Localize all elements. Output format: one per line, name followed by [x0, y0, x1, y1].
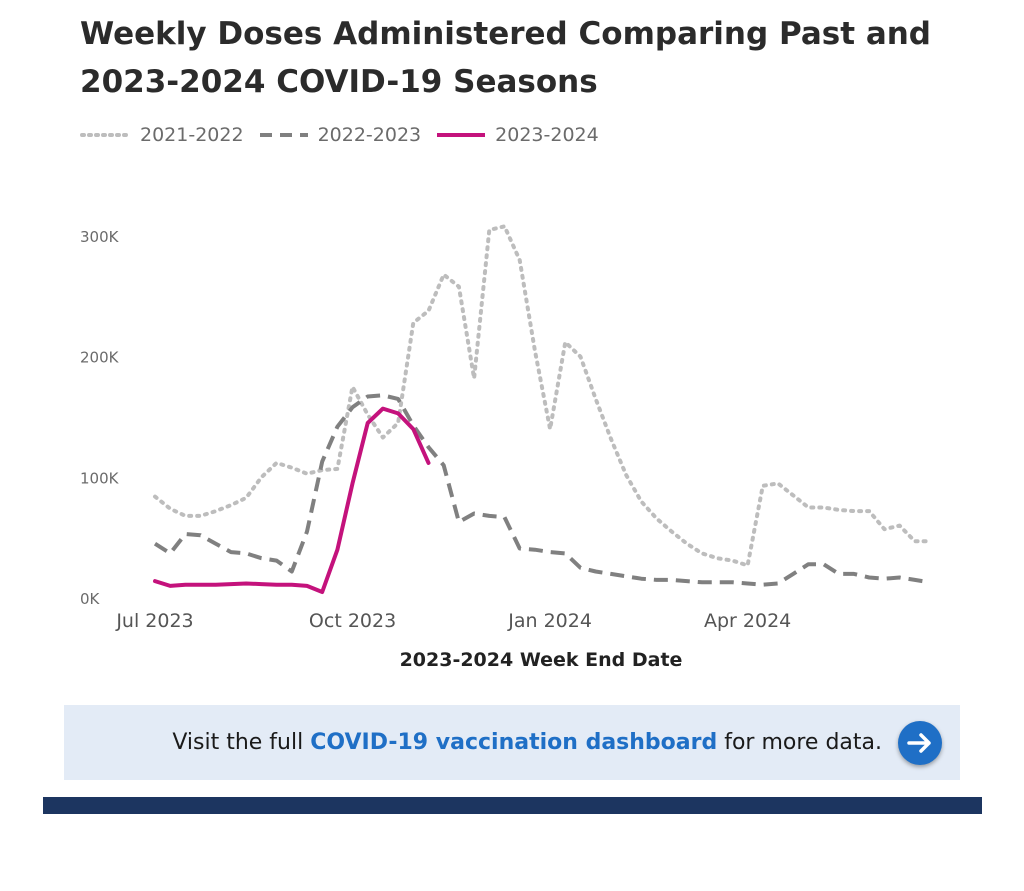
y-tick-label: 100K [80, 469, 120, 487]
legend-label-2022-2023: 2022-2023 [317, 124, 422, 146]
arrow-right-icon [907, 732, 931, 753]
dashboard-link[interactable]: COVID-19 vaccination dashboard [310, 730, 718, 755]
legend-item-2023-2024: 2023-2024 [435, 124, 599, 146]
y-tick-label: 0K [80, 590, 101, 608]
legend-item-2022-2023: 2022-2023 [258, 124, 422, 146]
y-tick-label: 200K [80, 349, 120, 367]
x-tick-label: Oct 2023 [309, 610, 396, 632]
chart-title: Weekly Doses Administered Comparing Past… [80, 16, 932, 100]
series-line-2022-2023 [153, 393, 931, 587]
y-tick-label: 300K [80, 228, 120, 246]
x-tick-label: Jul 2023 [115, 610, 193, 632]
x-axis-title: 2023-2024 Week End Date [400, 649, 683, 671]
dashboard-banner: Visit the full COVID-19 vaccination dash… [64, 705, 960, 780]
legend-swatch-2021-2022 [80, 133, 132, 137]
legend-label-2021-2022: 2021-2022 [140, 124, 244, 146]
series-line-2021-2022 [153, 224, 932, 568]
legend-swatch-2023-2024 [437, 133, 486, 137]
go-arrow-button[interactable] [898, 720, 942, 765]
banner-prefix: Visit the full [172, 730, 311, 755]
footer-bar [43, 797, 982, 814]
legend: 2021-2022 2022-2023 2023-2024 [80, 122, 599, 148]
legend-item-2021-2022: 2021-2022 [80, 124, 244, 146]
legend-label-2023-2024: 2023-2024 [495, 124, 599, 146]
x-tick-label: Apr 2024 [704, 610, 791, 632]
banner-text: Visit the full COVID-19 vaccination dash… [172, 730, 882, 755]
legend-swatch-2022-2023 [259, 133, 308, 137]
series-line-2023-2024 [153, 406, 431, 594]
x-tick-label: Jan 2024 [507, 610, 592, 632]
line-chart: 0K 100K 200K 300K Jul 2023 Oct 2023 Jan 2024 Ap… [80, 224, 932, 671]
banner-suffix: for more data. [717, 730, 882, 755]
